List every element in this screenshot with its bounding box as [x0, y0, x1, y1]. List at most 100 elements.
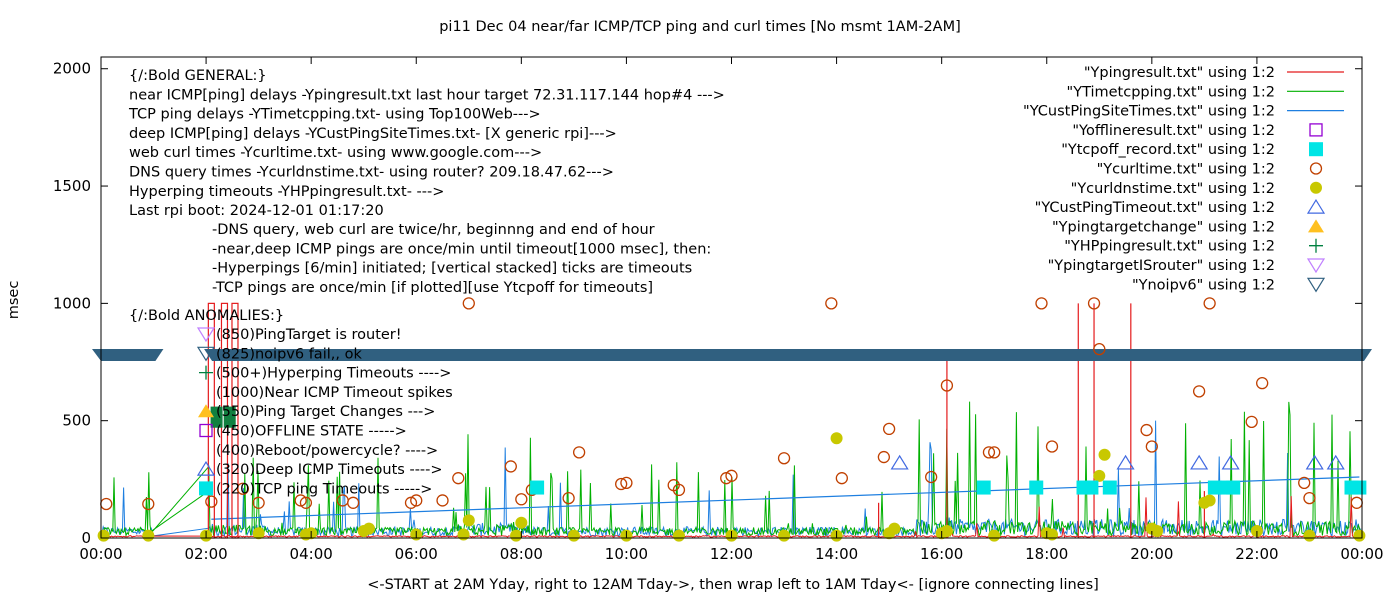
legend-label: "YHPpingresult.txt" using 1:2 [1064, 239, 1275, 255]
point-ycurltime-txt [504, 460, 517, 473]
point-ycurltime-txt [982, 446, 996, 459]
annotation-general-line: web curl times -Ycurltime.txt- using www… [129, 145, 542, 161]
legend-label: "Yofflineresult.txt" using 1:2 [1072, 123, 1275, 139]
anomaly-marker [196, 346, 216, 362]
legend-marker-swatch [1306, 198, 1326, 214]
point-ycurltime-txt [940, 379, 954, 392]
annotation-general-line: TCP ping delays -YTimetcpping.txt- using… [128, 107, 541, 123]
x-tick-label: 10:00 [605, 545, 648, 563]
hyperping-timeout-block [210, 406, 223, 428]
x-axis-label: <-START at 2AM Yday, right to 12AM Tday-… [367, 577, 1099, 593]
point-ycurldnstime-txt [97, 529, 110, 542]
noipv6-band-segment [204, 348, 1372, 361]
x-tick-label: 08:00 [500, 545, 543, 563]
point-ycurltime-txt [299, 496, 313, 509]
x-tick-label: 06:00 [395, 545, 438, 563]
legend-label: "Ycurltime.txt" using 1:2 [1097, 162, 1275, 178]
point-ycurldnstime-txt [1303, 529, 1316, 542]
point-ycurldnstime-txt [1250, 524, 1263, 537]
anomaly-marker [199, 481, 213, 496]
annotation-general-line: Hyperping timeouts -YHPpingresult.txt- -… [129, 184, 444, 200]
point-ycurltime-txt [436, 494, 449, 507]
annotation-anomaly-line: (500+)Hyperping Timeouts ----> [216, 366, 451, 382]
point-ycurltime-txt [925, 470, 938, 484]
annotation-anomaly-line: (400)Reboot/powercycle? ----> [216, 443, 438, 459]
x-tick-label: 00:00 [1340, 545, 1383, 563]
x-tick-label: 12:00 [710, 545, 753, 563]
y-tick-label: 1000 [53, 294, 91, 312]
point-ycurldnstime-txt [567, 529, 580, 542]
point-ycustpingtimeout-txt [890, 454, 909, 470]
chart-title: pi11 Dec 04 near/far ICMP/TCP ping and c… [439, 19, 961, 35]
point-ycurldnstime-txt [457, 528, 470, 541]
point-ytcpoff_record-txt [1352, 480, 1367, 495]
point-ycurldnstime-txt [1353, 529, 1366, 542]
point-ycurltime-txt [882, 422, 896, 436]
annotation-general-line: Last rpi boot: 2024-12-01 01:17:20 [129, 203, 384, 219]
series-ycustpingsitetimes-trend [211, 476, 1360, 520]
point-ycurldnstime-txt [1046, 528, 1059, 541]
point-ycurltime-txt [572, 446, 586, 459]
x-tick-label: 22:00 [1235, 545, 1278, 563]
point-ycurltime-txt [825, 297, 838, 310]
legend-marker-swatch [1309, 142, 1323, 157]
x-tick-label: 16:00 [920, 545, 963, 563]
legend: "Ypingresult.txt" using 1:2 "YTimetcpping… [1023, 65, 1344, 293]
point-ycurltime-txt [1303, 491, 1316, 505]
point-ycurltime-txt [1256, 376, 1269, 390]
point-ycurltime-txt [835, 472, 848, 485]
y-axis-label: msec [6, 281, 22, 320]
legend-label: "YCustPingTimeout.txt" using 1:2 [1035, 200, 1275, 216]
point-ycurltime-txt [562, 491, 575, 505]
annotation-note-line: -near,deep ICMP pings are once/min until… [212, 241, 711, 257]
point-ytcpoff_record-txt [1226, 480, 1241, 495]
plot-area [92, 297, 1372, 542]
point-ycurltime-txt [347, 496, 360, 509]
point-ytcpoff_record-txt [530, 480, 545, 495]
legend-label: "Ypingtargetchange" using 1:2 [1052, 219, 1275, 235]
anomaly-marker [196, 460, 216, 476]
point-ycurltime-txt [205, 495, 218, 508]
annotation-anomaly-line: (550)Ping Target Changes ---> [216, 404, 435, 420]
anomaly-marker [199, 365, 213, 380]
y-tick-label: 0 [81, 529, 91, 547]
anomaly-marker [199, 423, 213, 438]
y-tick-label: 500 [62, 412, 91, 430]
point-ycurldnstime-txt [1098, 448, 1111, 461]
annotations: {/:Bold GENERAL:} near ICMP[ping] delays … [128, 68, 725, 497]
anomaly-marker [198, 404, 214, 418]
point-ycurldnstime-txt [1151, 524, 1164, 537]
point-ycurltime-txt [1145, 440, 1158, 453]
x-tick-label: 00:00 [79, 545, 122, 563]
point-ytcpoff_record-txt [1102, 480, 1117, 495]
legend-label: "YTimetcpping.txt" using 1:2 [1067, 84, 1275, 100]
point-ycustpingtimeout-txt [1221, 454, 1240, 470]
point-ycurldnstime-txt [252, 527, 265, 540]
point-ycurltime-txt [777, 452, 791, 465]
x-tick-label: 02:00 [184, 545, 227, 563]
annotation-general-line: DNS query times -Ycurldnstime.txt- using… [129, 165, 614, 181]
point-ycurldnstime-txt [778, 529, 791, 542]
point-ytcpoff_record-txt [976, 480, 991, 495]
legend-label: "Ypingresult.txt" using 1:2 [1084, 65, 1275, 81]
series-ytimetcpping-connector [148, 490, 209, 534]
axes: 0 500 1000 1500 2000 00:00 02:00 04:00 06:00 08:0… [53, 56, 1384, 563]
point-ycurltime-txt [1245, 415, 1258, 429]
point-ycurltime-txt [1140, 423, 1153, 437]
point-ycustpingtimeout-txt [1116, 454, 1135, 470]
point-ycurltime-txt [515, 493, 528, 506]
x-tick-label: 14:00 [815, 545, 858, 563]
point-ycustpingtimeout-txt [1305, 454, 1324, 470]
point-ycurltime-txt [1350, 496, 1363, 509]
point-ycurldnstime-txt [142, 529, 155, 542]
y-tick-label: 1500 [53, 177, 91, 195]
series-ypingresult-line [101, 496, 1362, 539]
legend-marker-swatch [1310, 181, 1322, 194]
point-ycurldnstime-txt [940, 524, 953, 537]
point-ycurltime-txt [252, 496, 265, 509]
point-ycurldnstime-txt [1203, 494, 1216, 507]
point-ycurltime-txt [672, 483, 686, 497]
annotation-anomaly-line: (220)TCP ping Timeouts -----> [216, 481, 432, 497]
point-ycurldnstime-txt [888, 522, 901, 535]
